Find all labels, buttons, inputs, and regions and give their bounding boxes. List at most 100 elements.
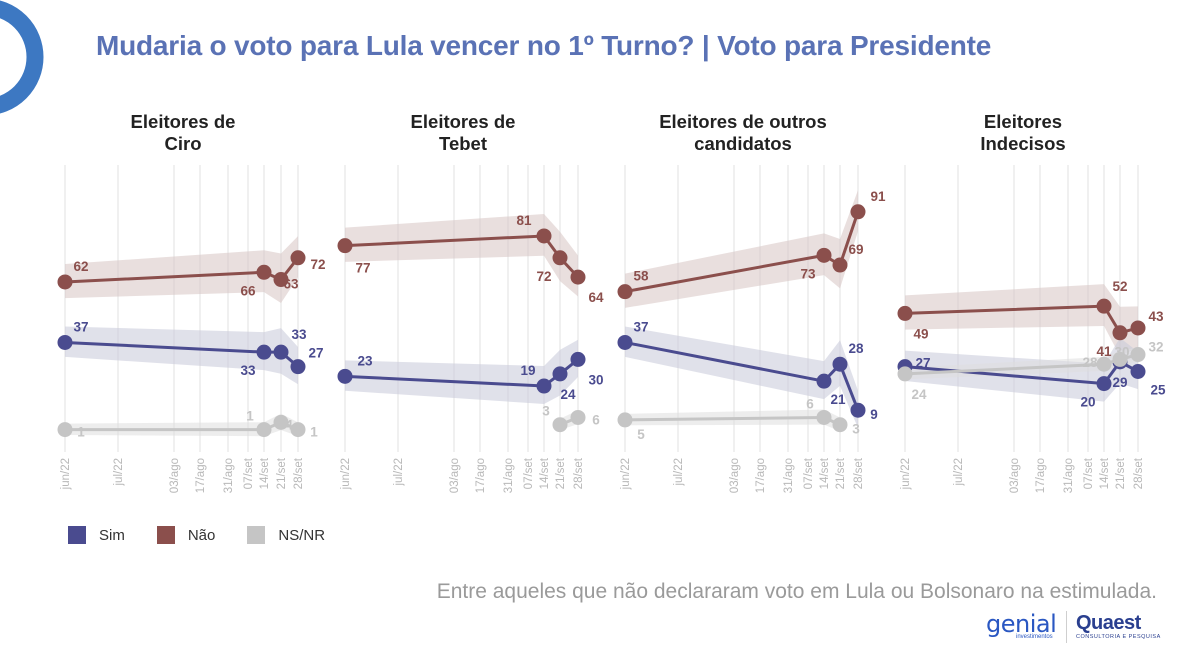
data-point-nao xyxy=(897,305,913,321)
data-label-sim: 27 xyxy=(915,356,930,371)
legend: Sim Não NS/NR xyxy=(68,526,357,544)
data-label-nsnr: 30 xyxy=(1114,344,1129,359)
x-tick-label: 03/ago xyxy=(449,458,461,493)
data-point-nsnr xyxy=(57,422,73,438)
data-label-nsnr: 4 xyxy=(285,417,293,432)
x-tick-label: 14/set xyxy=(1099,457,1111,489)
x-tick-label: 28/set xyxy=(1133,457,1145,489)
data-label-sim: 20 xyxy=(1080,395,1095,410)
data-point-nao xyxy=(617,284,633,300)
x-tick-label: 28/set xyxy=(293,457,305,489)
x-tick-label: 07/set xyxy=(243,457,255,489)
data-point-sim xyxy=(816,373,832,389)
x-tick-label: 03/ago xyxy=(169,458,181,493)
data-label-nsnr: 28 xyxy=(1082,355,1098,370)
data-point-sim xyxy=(570,351,586,367)
data-label-sim: 9 xyxy=(870,407,878,422)
x-tick-label: jun/22 xyxy=(340,458,352,490)
data-point-nao xyxy=(832,257,848,273)
data-point-nsnr xyxy=(816,409,832,425)
data-point-sim xyxy=(1130,364,1146,379)
data-label-nsnr: 6 xyxy=(806,396,814,411)
data-label-nao: 62 xyxy=(73,259,88,274)
data-label-sim: 33 xyxy=(291,327,307,342)
series-line-nsnr xyxy=(65,420,299,432)
data-point-nao xyxy=(57,274,73,290)
footnote: Entre aqueles que não declararam voto em… xyxy=(436,580,1157,603)
x-tick-label: 28/set xyxy=(853,457,865,489)
legend-swatch-sim xyxy=(68,526,86,544)
x-tick-label: jul/22 xyxy=(953,458,965,487)
decorative-arc xyxy=(0,0,44,114)
data-point-nao xyxy=(816,247,832,263)
series-line-sim xyxy=(64,340,299,368)
data-label-sim: 19 xyxy=(520,363,535,378)
chart-title-line: Eleitores xyxy=(984,111,1062,132)
x-tick-label: jun/22 xyxy=(900,458,912,490)
data-label-sim: 37 xyxy=(633,319,648,334)
data-label-sim: 28 xyxy=(848,341,864,356)
page-title: Mudaria o voto para Lula vencer no 1º Tu… xyxy=(96,30,992,61)
data-label-nsnr: 1 xyxy=(77,425,85,440)
data-label-sim: 33 xyxy=(240,363,256,378)
data-label-nao: 77 xyxy=(355,261,370,276)
data-label-sim: 21 xyxy=(830,392,846,407)
quaest-logo: Quaest CONSULTORIA E PESQUISA xyxy=(1076,612,1161,640)
series-line-nao xyxy=(904,304,1139,335)
chart-title-line: Ciro xyxy=(165,133,202,154)
x-tick-label: 07/set xyxy=(1083,457,1095,489)
confidence-band-sim xyxy=(625,326,858,428)
series-line-nao xyxy=(344,234,580,279)
quaest-logo-name: Quaest xyxy=(1076,612,1141,634)
data-label-sim: 23 xyxy=(357,353,373,368)
legend-swatch-nsnr xyxy=(247,526,266,544)
data-label-sim: 27 xyxy=(308,346,323,361)
x-tick-label: 07/set xyxy=(803,457,815,489)
data-label-nao: 66 xyxy=(240,283,256,298)
data-label-nsnr: 3 xyxy=(852,422,860,437)
data-point-nao xyxy=(1112,325,1128,341)
data-point-nao xyxy=(256,264,272,280)
legend-label-sim: Sim xyxy=(99,526,125,544)
data-label-nao: 69 xyxy=(848,242,863,257)
data-point-sim xyxy=(256,344,272,360)
x-tick-label: 14/set xyxy=(539,457,551,489)
data-point-sim xyxy=(552,366,568,382)
confidence-band-nsnr xyxy=(625,409,840,432)
chart-title-line: Indecisos xyxy=(980,133,1065,154)
data-point-nao xyxy=(552,250,568,266)
data-label-sim: 29 xyxy=(1112,375,1127,390)
data-point-nao xyxy=(337,238,353,254)
data-point-nsnr xyxy=(617,412,633,428)
data-point-nsnr xyxy=(897,366,913,382)
data-label-sim: 24 xyxy=(560,387,576,402)
series-line-nsnr xyxy=(904,353,1139,376)
chart-title-line: Eleitores de xyxy=(131,111,236,132)
chart-title-line: Tebet xyxy=(439,133,487,154)
data-label-nsnr: 32 xyxy=(1148,340,1163,355)
data-label-nsnr: 3 xyxy=(542,404,550,419)
x-tick-label: 17/ago xyxy=(195,458,207,493)
x-tick-label: 31/ago xyxy=(503,458,515,493)
x-tick-label: 21/set xyxy=(1115,457,1127,489)
data-point-sim xyxy=(832,356,848,372)
x-tick-label: 17/ago xyxy=(1035,458,1047,493)
data-point-sim xyxy=(273,344,289,360)
series-line-sim xyxy=(344,358,579,388)
data-point-nsnr xyxy=(273,414,289,430)
data-label-nao: 72 xyxy=(536,269,551,284)
data-point-nsnr xyxy=(1096,356,1112,372)
x-tick-label: jun/22 xyxy=(60,458,72,490)
data-point-nsnr xyxy=(570,409,586,425)
data-point-nsnr xyxy=(1112,351,1128,367)
data-label-nao: 64 xyxy=(588,290,604,305)
data-label-sim: 30 xyxy=(588,372,603,387)
data-point-nsnr xyxy=(256,422,272,438)
data-point-sim xyxy=(850,402,866,418)
data-label-nao: 52 xyxy=(1112,279,1127,294)
data-label-nao: 41 xyxy=(1096,344,1112,359)
chart-title-line: candidatos xyxy=(694,133,792,154)
